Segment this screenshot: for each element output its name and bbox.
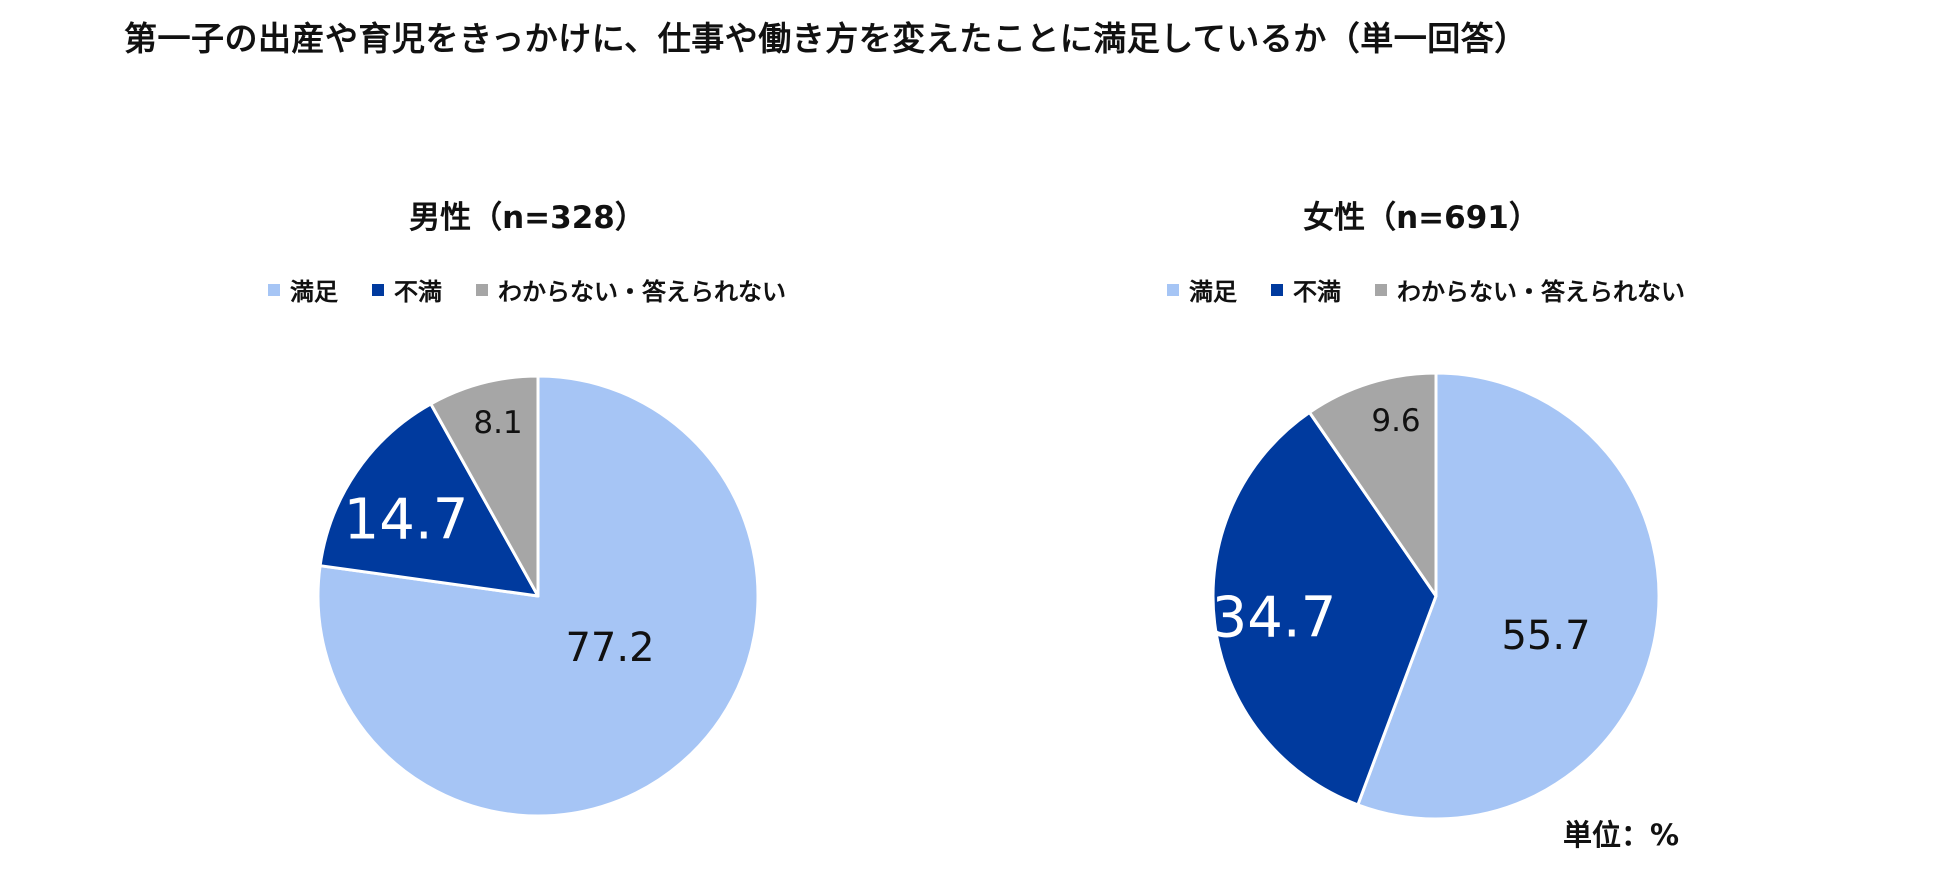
legend-label-dissatisfied: 不満 <box>1293 278 1341 306</box>
legend-male: 満足 不満 わからない・答えられない <box>268 272 786 307</box>
legend-swatch-unknown <box>1375 283 1387 296</box>
data-label-unknown: 9.6 <box>1371 403 1420 439</box>
pie-chart-male: 男性（n=328） 満足 不満 わからない・答えられない 77.2 14.7 8.1 <box>268 200 786 818</box>
legend-item-unknown: わからない・答えられない <box>1375 272 1685 307</box>
data-label-satisfied: 77.2 <box>565 625 654 671</box>
data-label-satisfied: 55.7 <box>1501 613 1590 659</box>
pie-svg-male: 77.2 14.7 8.1 <box>316 374 760 818</box>
legend-item-satisfied: 満足 <box>1167 272 1237 307</box>
pie-svg-female: 55.7 34.7 9.6 <box>1211 371 1661 821</box>
chart-title-female: 女性（n=691） <box>1303 200 1540 236</box>
pie-slice-dissatisfied <box>318 402 540 598</box>
legend-label-satisfied: 満足 <box>1189 278 1237 306</box>
legend-label-satisfied: 満足 <box>290 278 338 306</box>
legend-item-dissatisfied: 不満 <box>1271 272 1341 307</box>
legend-item-unknown: わからない・答えられない <box>476 272 786 307</box>
legend-label-unknown: わからない・答えられない <box>1397 278 1685 306</box>
legend-swatch-dissatisfied <box>1271 283 1283 296</box>
data-label-dissatisfied: 14.7 <box>344 488 469 553</box>
legend-swatch-unknown <box>476 283 488 296</box>
data-label-dissatisfied: 34.7 <box>1212 586 1337 651</box>
pie-chart-female: 女性（n=691） 満足 不満 わからない・答えられない 55.7 34.7 9.6 <box>975 0 1950 878</box>
legend-item-satisfied: 満足 <box>268 272 338 307</box>
legend-swatch-satisfied <box>1167 283 1179 296</box>
pie-slice-dissatisfied <box>1211 410 1438 807</box>
pie-slice-unknown <box>1307 371 1438 598</box>
legend-swatch-dissatisfied <box>372 283 384 296</box>
data-label-unknown: 8.1 <box>473 405 522 441</box>
chart-title-male: 男性（n=328） <box>409 200 646 236</box>
legend-item-dissatisfied: 不満 <box>372 272 442 307</box>
pie-slice-unknown <box>429 374 540 598</box>
legend-swatch-satisfied <box>268 283 280 296</box>
legend-label-unknown: わからない・答えられない <box>498 278 786 306</box>
main-title: 第一子の出産や育児をきっかけに、仕事や働き方を変えたことに満足しているか（単一回… <box>124 19 1528 58</box>
legend-female: 満足 不満 わからない・答えられない <box>1167 272 1685 307</box>
legend-label-dissatisfied: 不満 <box>394 278 442 306</box>
unit-note: 単位：% <box>1563 818 1680 852</box>
pie-slice-satisfied <box>1356 371 1661 821</box>
